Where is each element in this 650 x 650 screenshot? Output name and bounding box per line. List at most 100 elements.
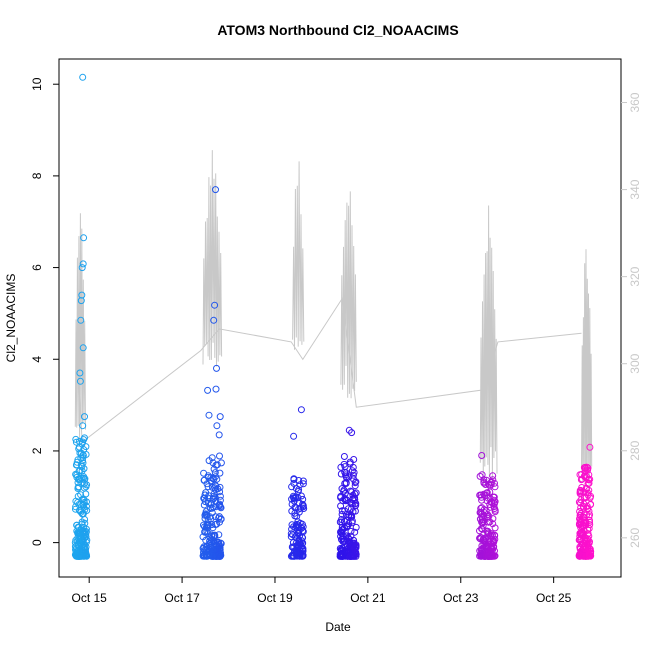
- data-point-c3-177: [340, 517, 348, 525]
- altitude-segment-1: [202, 150, 223, 367]
- data-point-c4-172: [476, 491, 484, 499]
- data-point-c3-197: [351, 545, 359, 553]
- data-point-c1-179: [215, 514, 223, 522]
- data-point-c1-109: [204, 483, 212, 491]
- data-point-c4-87: [491, 524, 499, 532]
- data-point-c5-173: [579, 532, 586, 540]
- data-point-c1-98: [217, 504, 225, 512]
- data-point-c3-182: [347, 552, 355, 560]
- data-point-c0-144: [77, 449, 85, 457]
- data-point-c5-169: [582, 485, 590, 493]
- data-point-c2-115: [299, 552, 307, 560]
- data-point-c3-191: [343, 552, 351, 560]
- data-point-high-0: [79, 73, 87, 81]
- data-point-c3-198: [352, 478, 360, 486]
- data-point-c2-101: [291, 512, 299, 520]
- data-point-c3-151: [348, 488, 356, 496]
- data-point-high-3: [78, 264, 86, 272]
- data-point-high-19: [216, 413, 224, 421]
- data-point-c4-93: [486, 503, 494, 511]
- data-point-c3-164: [345, 511, 353, 519]
- data-point-c1-175: [216, 492, 224, 500]
- data-point-c3-193: [342, 479, 350, 487]
- data-point-high-9: [76, 377, 84, 385]
- y-tick-label-1: 2: [30, 447, 44, 454]
- data-point-c0-180: [80, 543, 88, 551]
- data-point-c2-73: [293, 523, 301, 530]
- data-point-c0-138: [74, 485, 82, 492]
- data-point-c0-171: [73, 552, 81, 560]
- data-point-c1-77: [212, 482, 220, 490]
- data-point-c4-159: [490, 503, 498, 511]
- altitude-line-layer: [74, 150, 593, 493]
- data-point-c2-69: [289, 531, 297, 539]
- altitude-trend-line: [77, 296, 582, 444]
- data-point-c1-135: [208, 483, 216, 491]
- data-point-c2-70: [299, 527, 307, 535]
- data-point-high-17: [204, 386, 212, 394]
- data-point-c3-168: [349, 491, 357, 499]
- x-tick-label-5: Oct 25: [536, 591, 572, 605]
- data-point-c1-68: [216, 469, 224, 477]
- x-axis-label: Date: [325, 620, 351, 634]
- data-point-c2-116: [294, 488, 302, 495]
- data-point-c0-184: [82, 525, 90, 533]
- data-point-c1-152: [200, 501, 208, 509]
- data-point-c3-129: [338, 507, 346, 515]
- data-point-c2-106: [292, 550, 300, 558]
- data-point-c2-119: [296, 545, 304, 553]
- data-point-c0-189: [71, 539, 79, 546]
- data-point-c5-170: [580, 540, 587, 548]
- data-point-c0-187: [78, 552, 86, 560]
- data-point-c4-141: [485, 480, 493, 488]
- data-point-c1-181: [207, 499, 215, 507]
- data-point-high-13: [211, 301, 219, 309]
- data-point-c4-166: [481, 492, 489, 500]
- data-point-c4-178: [481, 534, 489, 542]
- data-point-c4-108: [476, 472, 484, 480]
- data-point-high-1: [80, 234, 88, 242]
- data-point-c1-199: [200, 476, 208, 484]
- data-point-c5-178: [576, 535, 584, 543]
- altitude-segment-2: [292, 161, 305, 350]
- data-point-c5-149: [577, 511, 584, 519]
- data-point-high-24: [345, 426, 353, 434]
- data-point-c5-156: [576, 508, 584, 515]
- y-axis-label: Cl2_NOAACIMS: [4, 274, 18, 363]
- data-point-high-15: [213, 364, 220, 372]
- y2-tick-label-3: 320: [628, 266, 642, 286]
- data-point-c0-168: [73, 471, 81, 479]
- data-point-c2-112: [292, 539, 300, 547]
- data-point-c3-186: [341, 524, 348, 532]
- data-point-c3-88: [340, 453, 348, 460]
- data-point-c4-147: [484, 511, 492, 519]
- data-point-c0-185: [81, 476, 88, 484]
- data-point-c4-154: [489, 515, 497, 523]
- data-point-c1-170: [206, 513, 214, 521]
- x-tick-label-3: Oct 21: [350, 591, 386, 605]
- data-point-c5-179: [583, 541, 591, 549]
- data-point-c1-195: [213, 546, 221, 554]
- x-tick-label-2: Oct 19: [257, 591, 293, 605]
- data-point-c2-114: [289, 492, 297, 500]
- data-point-c3-81: [348, 467, 356, 475]
- data-point-c4-34: [478, 471, 486, 479]
- data-point-c1-198: [204, 530, 212, 537]
- data-point-c1-169: [203, 521, 211, 529]
- data-point-c0-170: [73, 473, 81, 481]
- y2-tick-label-4: 340: [628, 179, 642, 199]
- data-point-c0-186: [77, 491, 85, 499]
- data-point-high-16: [212, 385, 220, 393]
- data-point-high-22: [297, 406, 305, 414]
- data-point-c5-137: [585, 479, 593, 487]
- data-point-c3-4: [351, 528, 359, 536]
- data-point-high-21: [215, 431, 223, 439]
- data-point-high-27: [586, 443, 594, 451]
- y-tick-label-3: 6: [30, 264, 44, 271]
- data-point-c3-160: [347, 505, 355, 513]
- data-point-c1-194: [207, 543, 215, 551]
- data-point-c3-66: [351, 479, 359, 487]
- data-point-c3-113: [338, 518, 346, 526]
- data-point-c4-155: [486, 501, 494, 508]
- data-point-c4-133: [485, 512, 493, 520]
